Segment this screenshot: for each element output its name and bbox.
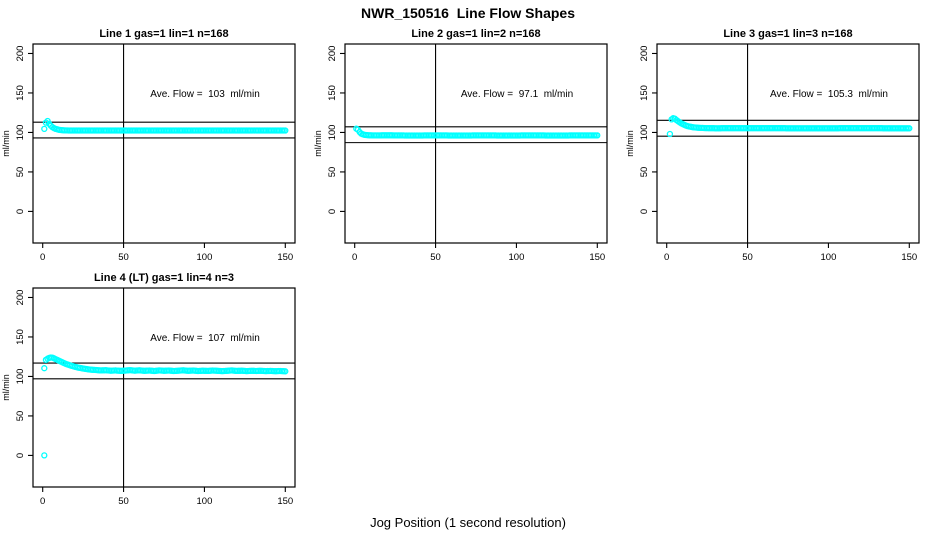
y-axis-unit-label: ml/min	[625, 130, 635, 157]
flow-data-series	[353, 125, 601, 139]
y-tick-label: 100	[327, 125, 338, 141]
y-tick-label: 0	[327, 209, 338, 214]
panel-title: Line 1 gas=1 lin=1 n=168	[99, 28, 228, 40]
flow-data-series	[41, 117, 289, 134]
x-tick-label: 0	[664, 252, 669, 263]
average-flow-annotation: Ave. Flow = 105.3 ml/min	[770, 89, 888, 100]
y-tick-label: 50	[327, 167, 338, 178]
x-tick-label: 150	[277, 496, 293, 507]
x-tick-label: 150	[901, 252, 917, 263]
y-tick-label: 200	[15, 46, 26, 62]
y-tick-label: 100	[639, 125, 650, 141]
y-tick-label: 100	[15, 369, 26, 385]
flow-data-series	[666, 115, 913, 138]
y-axis: 0 50 100 150 200	[639, 46, 657, 214]
y-tick-label: 150	[327, 85, 338, 101]
y-axis: 0 50 100 150 200	[15, 290, 33, 458]
y-tick-label: 50	[639, 167, 650, 178]
x-tick-label: 100	[197, 252, 213, 263]
y-tick-label: 200	[639, 46, 650, 62]
x-axis: 0 50 100 150	[40, 243, 293, 263]
panel-line-1: Line 1 gas=1 lin=1 n=168 0 50 100 150 0 50 100 1…	[1, 28, 296, 263]
x-tick-label: 150	[589, 252, 605, 263]
panel-title: Line 2 gas=1 lin=2 n=168	[411, 28, 540, 40]
panel-title: Line 4 (LT) gas=1 lin=4 n=3	[94, 272, 234, 284]
y-tick-label: 0	[15, 209, 26, 214]
average-flow-annotation: Ave. Flow = 97.1 ml/min	[461, 89, 573, 100]
y-tick-label: 200	[327, 46, 338, 62]
y-axis-unit-label: ml/min	[1, 374, 11, 401]
y-tick-label: 100	[15, 125, 26, 141]
x-tick-label: 150	[277, 252, 293, 263]
plot-box	[32, 287, 296, 488]
figure-xlabel: Jog Position (1 second resolution)	[370, 515, 566, 530]
outlier-point-marker	[666, 130, 674, 138]
figure-title: NWR_150516 Line Flow Shapes	[361, 5, 575, 21]
y-tick-label: 0	[639, 209, 650, 214]
y-tick-label: 150	[639, 85, 650, 101]
y-tick-label: 200	[15, 290, 26, 306]
x-tick-label: 100	[821, 252, 837, 263]
outlier-point-marker	[41, 365, 48, 372]
x-tick-label: 50	[118, 252, 129, 263]
y-axis-unit-label: ml/min	[313, 130, 323, 157]
data-point-marker	[42, 119, 50, 126]
y-tick-label: 150	[15, 329, 26, 345]
flow-data-series	[41, 354, 289, 459]
data-point-marker	[594, 132, 601, 139]
data-point-marker	[282, 368, 289, 375]
y-axis-unit-label: ml/min	[1, 130, 11, 157]
x-axis: 0 50 100 150	[352, 243, 605, 263]
x-tick-label: 100	[197, 496, 213, 507]
average-flow-annotation: Ave. Flow = 107 ml/min	[150, 333, 260, 344]
x-tick-label: 0	[352, 252, 357, 263]
panel-line-4: Line 4 (LT) gas=1 lin=4 n=3 0 50 100 150 0 50 1…	[1, 272, 296, 507]
plot-box	[656, 43, 920, 244]
x-tick-label: 50	[430, 252, 441, 263]
average-flow-annotation: Ave. Flow = 103 ml/min	[150, 89, 260, 100]
y-tick-label: 0	[15, 453, 26, 458]
plot-box	[32, 43, 296, 244]
panel-line-3: Line 3 gas=1 lin=3 n=168 0 50 100 150 0 50 100 1…	[625, 28, 920, 263]
x-tick-label: 100	[509, 252, 525, 263]
y-tick-label: 50	[15, 411, 26, 422]
x-tick-label: 0	[40, 252, 45, 263]
y-tick-label: 50	[15, 167, 26, 178]
y-axis: 0 50 100 150 200	[327, 46, 345, 214]
y-axis: 0 50 100 150 200	[15, 46, 33, 214]
panel-line-2: Line 2 gas=1 lin=2 n=168 0 50 100 150 0 50 100 1…	[313, 28, 608, 263]
x-tick-label: 50	[118, 496, 129, 507]
plot-box	[344, 43, 608, 244]
x-axis: 0 50 100 150	[664, 243, 917, 263]
outlier-point-marker	[41, 452, 48, 459]
y-tick-label: 150	[15, 85, 26, 101]
panel-title: Line 3 gas=1 lin=3 n=168	[723, 28, 852, 40]
data-point-marker	[41, 125, 48, 133]
data-point-marker	[282, 127, 289, 134]
x-tick-label: 0	[40, 496, 45, 507]
x-axis: 0 50 100 150	[40, 487, 293, 507]
x-tick-label: 50	[742, 252, 753, 263]
data-point-marker	[906, 125, 913, 132]
